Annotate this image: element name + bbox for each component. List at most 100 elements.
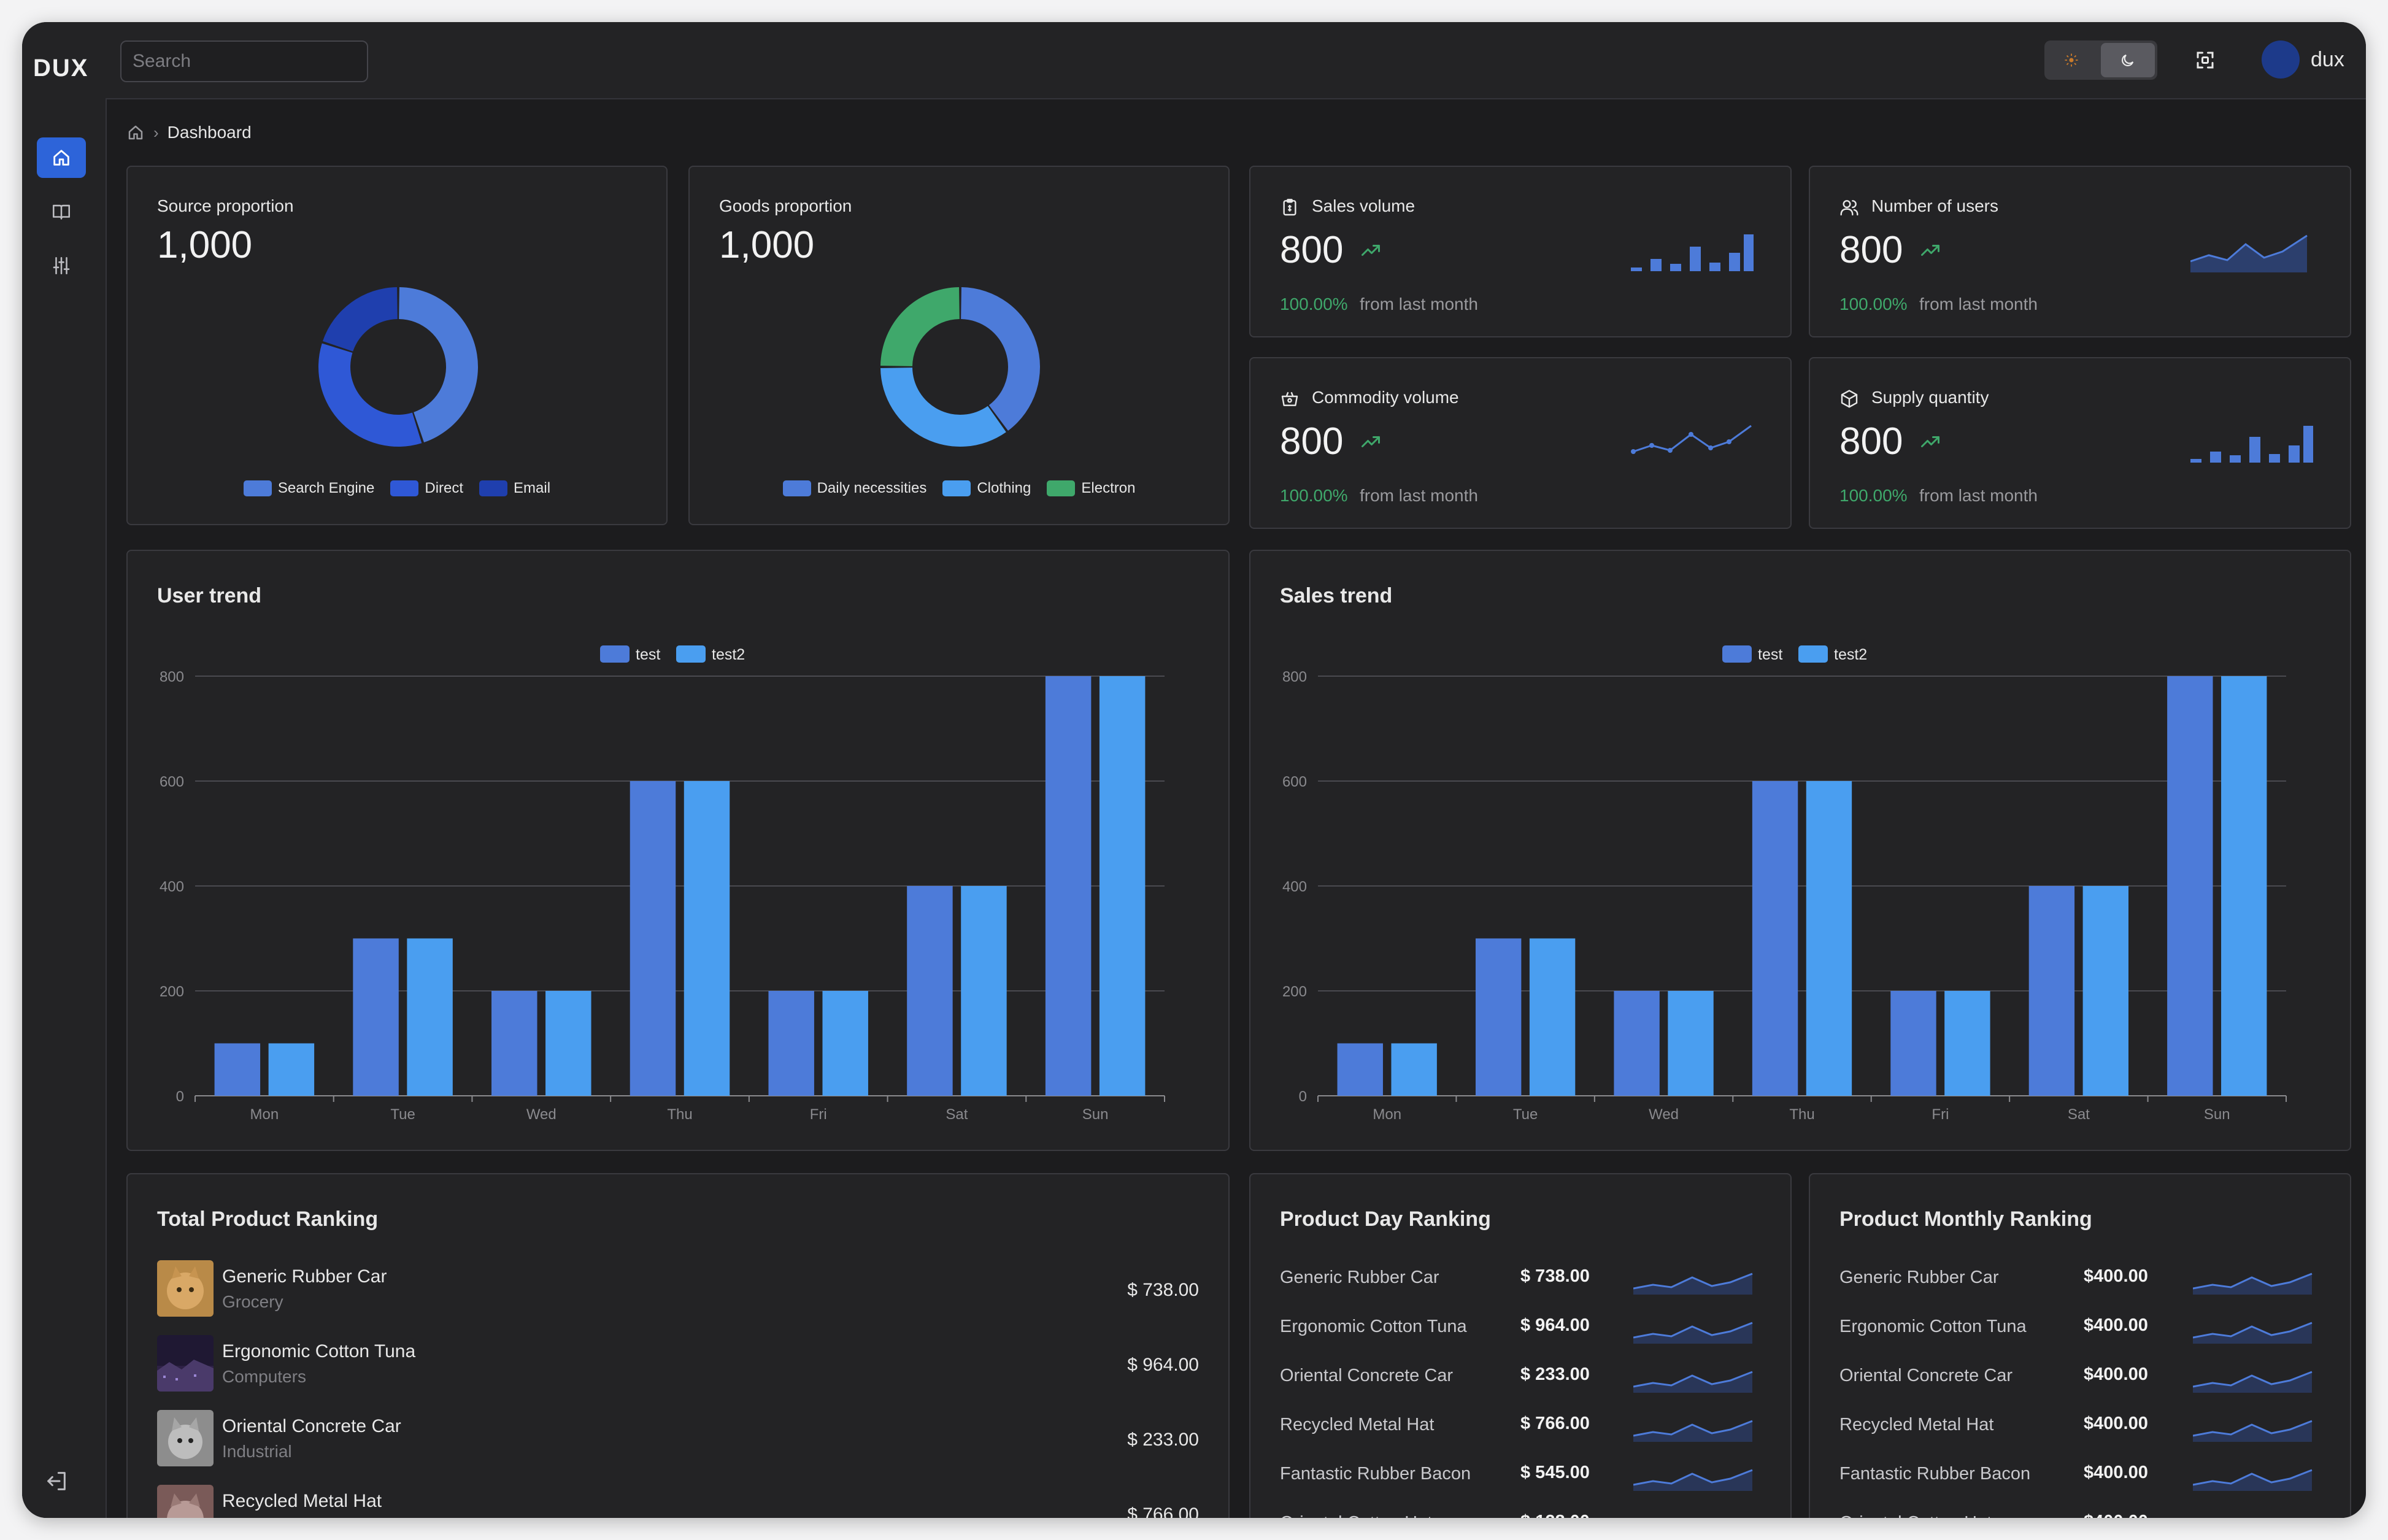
- ranking-row[interactable]: Fantastic Rubber Bacon $ 545.00: [1280, 1455, 1754, 1504]
- avatar[interactable]: [2262, 40, 2300, 79]
- bar[interactable]: [1529, 938, 1576, 1096]
- sparkline: [1633, 1420, 1753, 1442]
- users-icon: [1840, 200, 1858, 216]
- ranking-row[interactable]: Oriental Cotton Hat $ 128.00: [1280, 1504, 1754, 1518]
- mini-bar-chart: [2190, 426, 2313, 463]
- bar[interactable]: [1890, 991, 1936, 1096]
- bar[interactable]: [407, 938, 453, 1096]
- logout-icon[interactable]: [44, 1469, 69, 1493]
- bar[interactable]: [1668, 991, 1714, 1096]
- legend-item[interactable]: Electron: [1047, 480, 1135, 497]
- sidebar-item-home[interactable]: [37, 137, 86, 178]
- stat-from-label: from last month: [1360, 295, 1478, 314]
- product-name: Ergonomic Cotton Tuna: [222, 1341, 416, 1361]
- ranking-row[interactable]: Oriental Concrete Car $400.00: [1839, 1357, 2313, 1406]
- ranking-row[interactable]: Ergonomic Cotton Tuna $400.00: [1839, 1308, 2313, 1357]
- theme-toggle[interactable]: [2044, 40, 2157, 80]
- bar[interactable]: [1099, 676, 1146, 1096]
- ranking-row[interactable]: Recycled Metal Hat $ 766.00: [1280, 1406, 1754, 1455]
- ranking-row[interactable]: Oriental Concrete Car Industrial $ 233.0…: [157, 1410, 1199, 1471]
- home-icon[interactable]: [126, 123, 145, 142]
- bar[interactable]: [630, 781, 676, 1096]
- sidebar-item-docs[interactable]: [37, 191, 86, 232]
- goods-proportion-card: Goods proportion 1,000 Daily necessities…: [688, 166, 1230, 525]
- ranking-row[interactable]: Oriental Concrete Car $ 233.00: [1280, 1357, 1754, 1406]
- legend-item[interactable]: Clothing: [942, 480, 1031, 497]
- bar[interactable]: [768, 991, 814, 1096]
- product-name: Recycled Metal Hat: [1839, 1415, 1994, 1434]
- legend-swatch[interactable]: [676, 645, 706, 663]
- legend-swatch[interactable]: [600, 645, 630, 663]
- card-title: Source proportion: [157, 196, 294, 215]
- bar[interactable]: [2167, 676, 2213, 1096]
- sales-volume-card: Sales volume 800 100.00% from last month: [1249, 166, 1792, 337]
- ranking-row[interactable]: Generic Rubber Car $ 738.00: [1280, 1259, 1754, 1308]
- search-input[interactable]: [121, 50, 371, 72]
- bar[interactable]: [1337, 1043, 1383, 1096]
- search-box[interactable]: [120, 40, 371, 82]
- pie-slice[interactable]: [961, 287, 1040, 431]
- ranking-row[interactable]: Fantastic Rubber Bacon $400.00: [1839, 1455, 2313, 1504]
- product-name: Generic Rubber Car: [1280, 1268, 1439, 1287]
- bar[interactable]: [684, 781, 730, 1096]
- home-icon: [53, 150, 69, 166]
- bar[interactable]: [1806, 781, 1852, 1096]
- ranking-row[interactable]: Ergonomic Cotton Tuna $ 964.00: [1280, 1308, 1754, 1357]
- legend-item[interactable]: Search Engine: [243, 480, 374, 497]
- bar[interactable]: [2028, 886, 2075, 1096]
- x-tick-label: Mon: [1373, 1106, 1401, 1123]
- stat-value: 800: [1839, 229, 1903, 271]
- bar[interactable]: [822, 991, 868, 1096]
- bar[interactable]: [1944, 991, 1990, 1096]
- bar[interactable]: [1391, 1043, 1437, 1096]
- pie-slice[interactable]: [399, 287, 478, 443]
- chevron-right-icon: ›: [153, 123, 159, 142]
- dark-mode-button[interactable]: [2101, 43, 2155, 77]
- pie-slice[interactable]: [318, 343, 422, 447]
- ranking-row[interactable]: Ergonomic Cotton Tuna Computers $ 964.00: [157, 1335, 1199, 1396]
- stat-title: Supply quantity: [1871, 388, 1989, 407]
- product-category: Grocery: [222, 1292, 283, 1311]
- legend-item[interactable]: Direct: [390, 480, 463, 497]
- x-tick-label: Sun: [2204, 1106, 2230, 1123]
- legend-item[interactable]: Email: [479, 480, 550, 497]
- ranking-row[interactable]: Recycled Metal Hat $400.00: [1839, 1406, 2313, 1455]
- bar[interactable]: [1045, 676, 1092, 1096]
- ranking-row[interactable]: Generic Rubber Car $400.00: [1839, 1259, 2313, 1308]
- ranking-row[interactable]: Recycled Metal Hat $ 766.00: [157, 1485, 1199, 1518]
- bar[interactable]: [1614, 991, 1660, 1096]
- pie-slice[interactable]: [322, 287, 398, 352]
- ranking-row[interactable]: Oriental Cotton Hat $400.00: [1839, 1504, 2313, 1518]
- pie-slice[interactable]: [880, 368, 1006, 447]
- product-price: $ 233.00: [1127, 1430, 1199, 1450]
- legend-label: Email: [514, 480, 551, 496]
- bar[interactable]: [2082, 886, 2129, 1096]
- bar[interactable]: [214, 1043, 261, 1096]
- ranking-row[interactable]: Generic Rubber Car Grocery $ 738.00: [157, 1260, 1199, 1322]
- pie-slice[interactable]: [880, 287, 960, 366]
- bar[interactable]: [907, 886, 953, 1096]
- bar[interactable]: [268, 1043, 315, 1096]
- x-tick-label: Tue: [390, 1106, 415, 1123]
- bar[interactable]: [961, 886, 1007, 1096]
- product-monthly-ranking-card: Product Monthly Ranking Generic Rubber C…: [1809, 1173, 2351, 1518]
- mini-bar-chart: [1631, 234, 1754, 271]
- sidebar-item-settings[interactable]: [37, 245, 86, 286]
- legend-swatch: [479, 480, 508, 496]
- bar[interactable]: [2221, 676, 2267, 1096]
- legend-swatch[interactable]: [1722, 645, 1752, 663]
- bar[interactable]: [353, 938, 399, 1096]
- username[interactable]: dux: [2311, 48, 2344, 71]
- light-mode-button[interactable]: [2044, 40, 2098, 80]
- sparkline: [2193, 1506, 2313, 1518]
- legend-swatch[interactable]: [1798, 645, 1828, 663]
- legend-item[interactable]: Daily necessities: [782, 480, 926, 497]
- bar[interactable]: [545, 991, 591, 1096]
- bar[interactable]: [1475, 938, 1522, 1096]
- bar[interactable]: [491, 991, 537, 1096]
- trend-up-icon: [1921, 436, 1939, 447]
- dux-logo[interactable]: DUX: [31, 45, 97, 88]
- fullscreen-icon[interactable]: [2194, 49, 2216, 71]
- product-category: Industrial: [222, 1442, 292, 1461]
- bar[interactable]: [1752, 781, 1798, 1096]
